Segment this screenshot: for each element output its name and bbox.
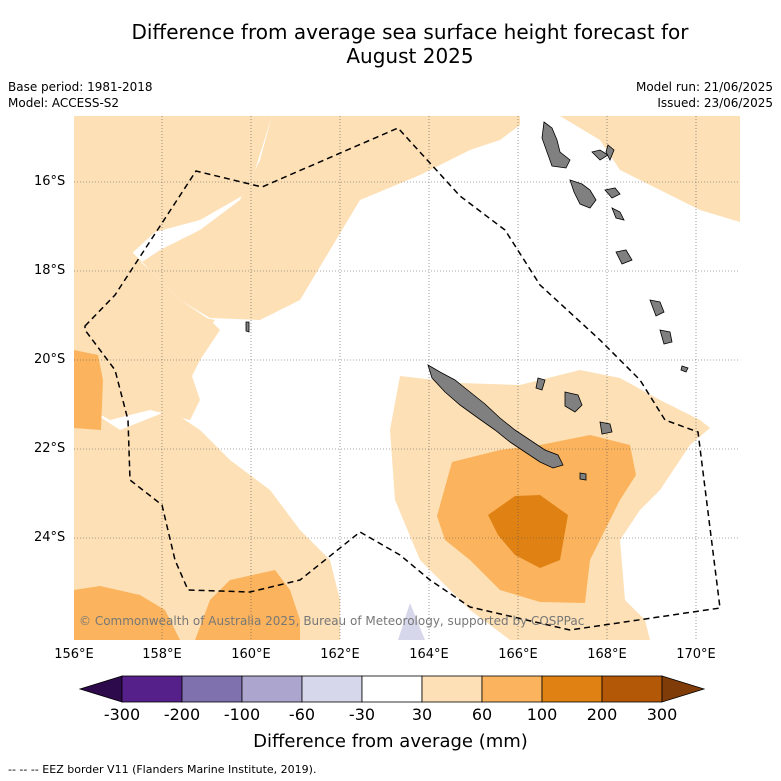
- new-caledonia-landmass: [427, 364, 564, 469]
- colorbar-tick: 200: [586, 705, 618, 724]
- vanuatu-island: [615, 249, 633, 265]
- colorbar-extend-high: [661, 675, 706, 703]
- lon-label: 164°E: [409, 647, 449, 662]
- lat-label: 20°S: [34, 352, 66, 367]
- colorbar-tick: -30: [348, 705, 376, 724]
- lon-label: 162°E: [320, 647, 360, 662]
- vanuatu-island: [569, 179, 597, 209]
- graticule: [74, 116, 740, 640]
- model-name: Model: ACCESS-S2: [8, 96, 120, 110]
- anomaly-region-100-200: [488, 495, 568, 568]
- anomaly-region-30-60-ne: [728, 152, 740, 166]
- colorbar-tick: 60: [471, 705, 493, 724]
- vanuatu-island: [605, 144, 615, 161]
- colorbar-tick: 100: [526, 705, 558, 724]
- lon-label: 170°E: [676, 647, 716, 662]
- colorbar: [78, 675, 706, 703]
- model-run: Model run: 21/06/2025: [635, 80, 773, 94]
- small-island: [579, 472, 587, 481]
- colorbar-bin: [361, 675, 423, 703]
- colorbar-bin: [601, 675, 663, 703]
- eez-footnote: -- -- -- EEZ border V11 (Flanders Marine…: [8, 763, 317, 776]
- colorbar-bin: [121, 675, 183, 703]
- issued-date: Issued: 23/06/2025: [657, 96, 773, 110]
- lon-label: 160°E: [231, 647, 271, 662]
- anomaly-region-60-100-south: [195, 570, 300, 640]
- small-island: [649, 299, 665, 317]
- colorbar-tick: -200: [163, 705, 201, 724]
- colorbar-tick: -300: [103, 705, 141, 724]
- lon-label: 166°E: [498, 647, 538, 662]
- small-island: [659, 329, 673, 345]
- lat-label: 22°S: [34, 441, 66, 456]
- loyalty-island: [599, 421, 613, 435]
- lat-label: 24°S: [34, 530, 66, 545]
- colorbar-title: Difference from average (mm): [253, 731, 528, 752]
- colorbar-extend-low: [78, 675, 123, 703]
- vanuatu-island: [604, 187, 621, 199]
- colorbar-bin: [421, 675, 483, 703]
- vanuatu-island: [541, 121, 571, 169]
- colorbar-bin: [481, 675, 543, 703]
- loyalty-island: [535, 377, 546, 391]
- colorbar-tick: -60: [288, 705, 316, 724]
- lat-label: 16°S: [34, 174, 66, 189]
- vanuatu-island: [611, 207, 625, 221]
- anomaly-region-30-60-sw: [74, 290, 215, 420]
- colorbar-tick: 300: [646, 705, 678, 724]
- eez-border: [84, 127, 721, 631]
- lon-label: 156°E: [54, 647, 94, 662]
- colorbar-bin: [541, 675, 603, 703]
- lat-label: 18°S: [34, 263, 66, 278]
- small-island: [245, 321, 250, 333]
- map-title-line1: Difference from average sea surface heig…: [131, 20, 689, 44]
- colorbar-bin: [181, 675, 243, 703]
- colorbar-bin: [241, 675, 303, 703]
- base-period: Base period: 1981-2018: [8, 80, 153, 94]
- map-title-line2: August 2025: [346, 44, 474, 68]
- colorbar-tick: -100: [223, 705, 261, 724]
- anomaly-region-neg30-60: [398, 603, 425, 640]
- land: [245, 121, 689, 481]
- colorbar-bin: [301, 675, 363, 703]
- lon-label: 158°E: [142, 647, 182, 662]
- anomaly-region-60-100-west: [74, 350, 103, 430]
- anomaly-region-60-100-south: [74, 586, 180, 640]
- colorbar-tick: 30: [411, 705, 433, 724]
- small-island: [680, 365, 689, 373]
- loyalty-island: [564, 391, 583, 413]
- anomaly-region-30-60-west: [74, 116, 740, 340]
- copyright-notice: © Commonwealth of Australia 2025, Bureau…: [79, 614, 585, 628]
- lon-label: 168°E: [587, 647, 627, 662]
